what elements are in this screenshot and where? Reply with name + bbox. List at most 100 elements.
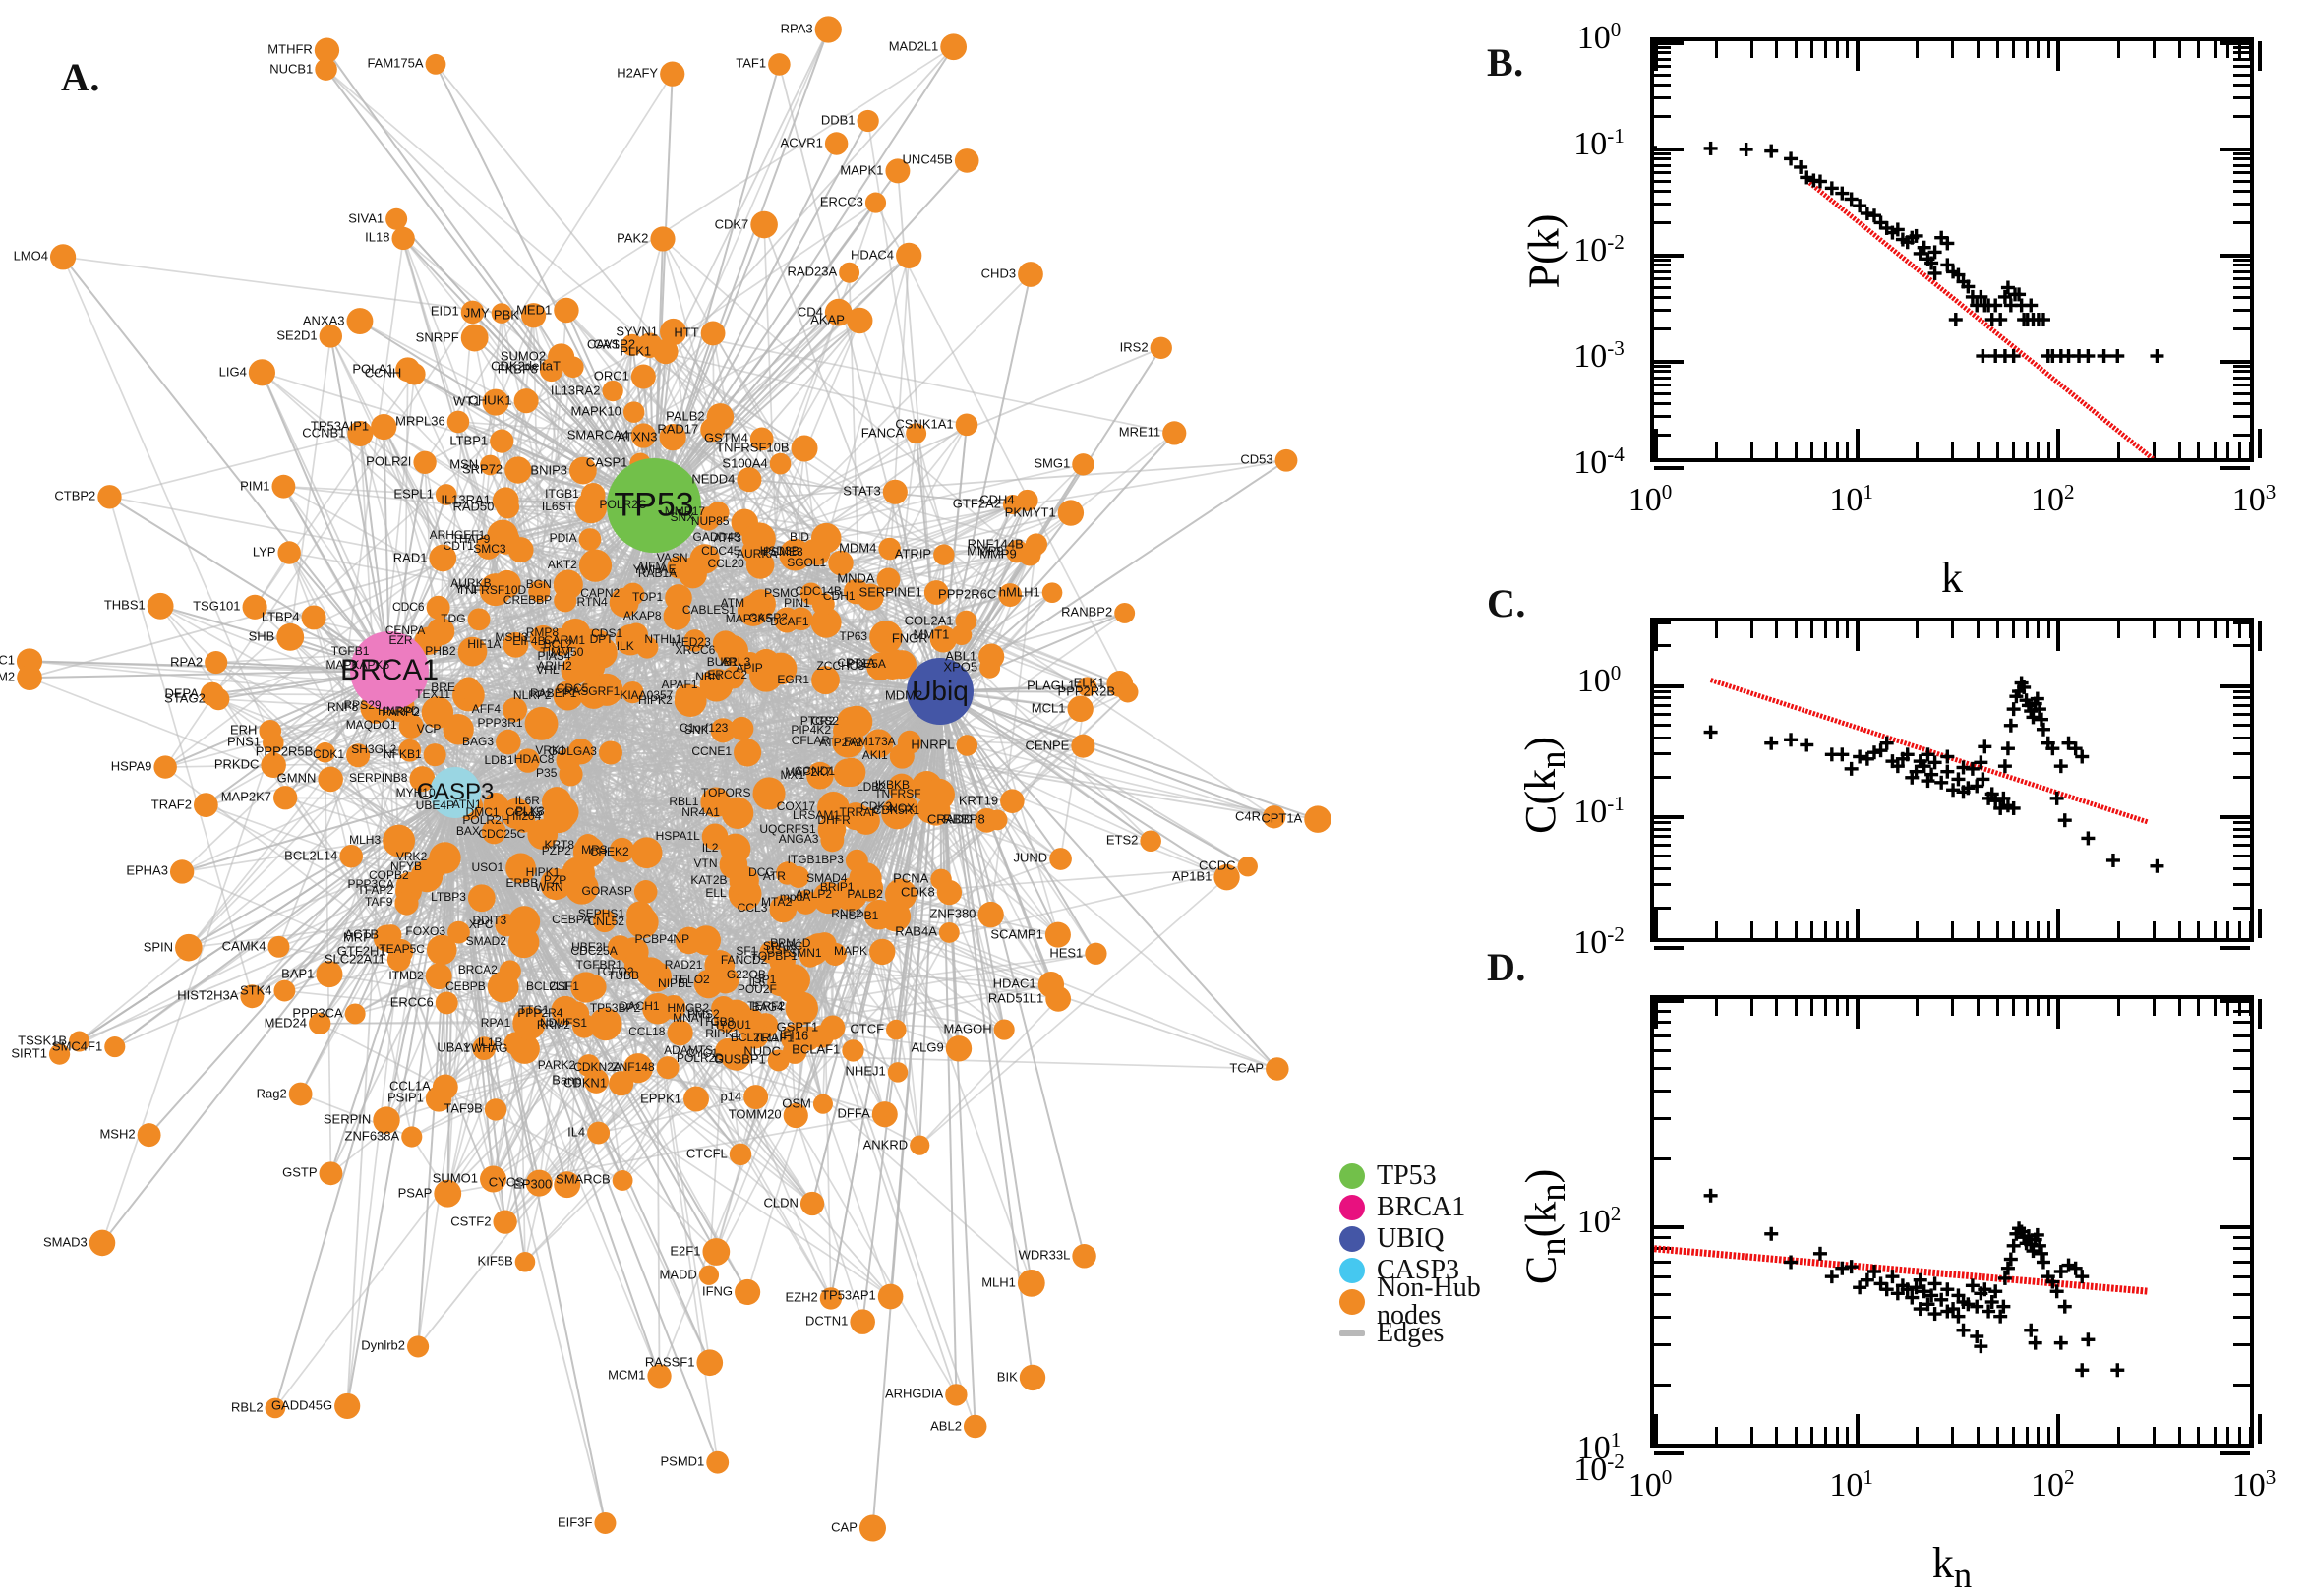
network-node[interactable] [493, 487, 519, 513]
network-node[interactable] [490, 430, 513, 453]
network-node[interactable] [888, 1062, 908, 1082]
network-node[interactable] [939, 922, 960, 943]
network-node[interactable] [309, 1013, 330, 1034]
network-node[interactable] [259, 720, 281, 742]
network-node[interactable] [267, 936, 289, 958]
network-node[interactable] [702, 824, 729, 851]
network-node[interactable] [998, 583, 1022, 607]
network-node[interactable] [373, 1106, 399, 1133]
network-node[interactable] [530, 625, 557, 652]
network-node[interactable] [69, 1032, 89, 1052]
network-node[interactable] [488, 972, 519, 1003]
network-node[interactable] [800, 1192, 824, 1215]
network-node[interactable] [750, 211, 778, 239]
network-node[interactable] [590, 674, 622, 706]
network-node[interactable] [742, 525, 768, 551]
network-node[interactable] [49, 1043, 70, 1064]
network-node[interactable] [815, 16, 842, 42]
network-node[interactable] [707, 403, 735, 431]
network-node[interactable] [878, 538, 901, 561]
network-node[interactable] [554, 681, 583, 711]
network-node[interactable] [50, 244, 76, 269]
network-node[interactable] [906, 423, 926, 443]
network-node[interactable] [858, 584, 884, 611]
network-node[interactable] [711, 718, 736, 742]
network-node[interactable] [734, 739, 761, 766]
network-node[interactable] [476, 535, 501, 560]
network-node[interactable] [482, 389, 508, 416]
network-node[interactable] [859, 1514, 886, 1541]
network-node[interactable] [339, 845, 363, 868]
network-node[interactable] [872, 1101, 898, 1127]
network-node[interactable] [581, 975, 607, 1000]
network-node[interactable] [660, 424, 686, 450]
network-node[interactable] [345, 1003, 366, 1024]
network-node[interactable] [485, 1098, 506, 1120]
network-node[interactable] [702, 1238, 730, 1266]
network-node[interactable] [790, 607, 813, 630]
network-node[interactable] [429, 545, 456, 572]
network-node[interactable] [683, 629, 706, 652]
network-node[interactable] [434, 1180, 461, 1208]
network-node[interactable] [667, 556, 690, 579]
network-node[interactable] [787, 992, 817, 1023]
network-node[interactable] [1213, 864, 1239, 890]
network-node[interactable] [746, 551, 775, 579]
network-node[interactable] [621, 681, 643, 703]
network-node[interactable] [153, 755, 176, 778]
network-node[interactable] [1067, 696, 1093, 722]
network-node[interactable] [839, 263, 859, 283]
network-node[interactable] [910, 1136, 929, 1155]
network-node[interactable] [1266, 1057, 1289, 1081]
network-node[interactable] [608, 935, 632, 960]
network-node[interactable] [243, 595, 267, 620]
network-node[interactable] [554, 298, 578, 323]
network-node[interactable] [468, 608, 491, 630]
network-node[interactable] [825, 132, 848, 154]
network-node[interactable] [346, 308, 373, 334]
network-node[interactable] [1020, 1365, 1045, 1390]
network-node[interactable] [548, 343, 574, 370]
network-node[interactable] [813, 1094, 833, 1114]
network-node[interactable] [480, 455, 501, 476]
network-node[interactable] [820, 1287, 842, 1309]
network-node[interactable] [316, 961, 342, 987]
network-node[interactable] [769, 895, 797, 922]
network-node[interactable] [516, 748, 540, 772]
network-node[interactable] [739, 652, 761, 674]
network-node[interactable] [940, 33, 967, 60]
network-node[interactable] [514, 388, 539, 413]
network-node[interactable] [783, 1039, 807, 1064]
network-node[interactable] [273, 980, 295, 1002]
network-node[interactable] [599, 740, 622, 764]
network-node[interactable] [842, 1039, 863, 1061]
network-node[interactable] [869, 939, 895, 965]
network-node[interactable] [401, 1126, 422, 1147]
network-node[interactable] [956, 611, 977, 632]
network-node[interactable] [696, 1349, 723, 1376]
network-node[interactable] [701, 322, 726, 346]
network-node[interactable] [194, 793, 218, 817]
network-node[interactable] [738, 595, 769, 626]
network-node[interactable] [447, 411, 470, 434]
network-node[interactable] [461, 325, 489, 352]
network-node[interactable] [1000, 789, 1025, 813]
network-node[interactable] [634, 880, 658, 904]
network-node[interactable] [554, 589, 576, 612]
network-node[interactable] [413, 451, 436, 474]
network-node[interactable] [407, 1335, 429, 1357]
network-node[interactable] [752, 777, 785, 809]
network-node[interactable] [1238, 857, 1258, 876]
network-node[interactable] [436, 484, 457, 505]
network-node[interactable] [493, 1210, 516, 1233]
network-node[interactable] [653, 339, 678, 364]
network-node[interactable] [621, 334, 643, 356]
network-node[interactable] [395, 357, 420, 382]
network-node[interactable] [683, 1087, 709, 1112]
network-node[interactable] [602, 381, 622, 401]
network-node[interactable] [347, 421, 373, 446]
network-node[interactable] [468, 884, 496, 912]
network-node[interactable] [289, 1083, 313, 1106]
network-node[interactable] [865, 193, 886, 213]
network-node[interactable] [1263, 805, 1285, 828]
